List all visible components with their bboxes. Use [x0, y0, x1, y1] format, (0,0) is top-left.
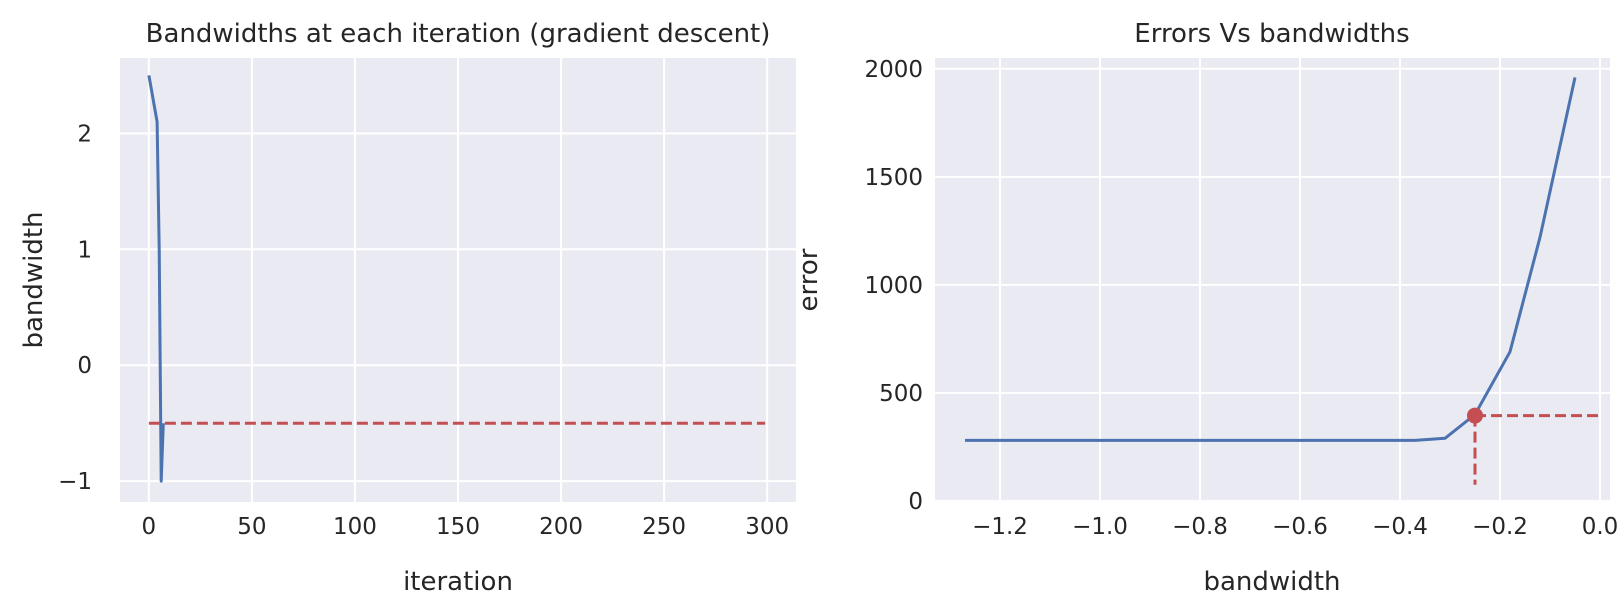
tick-labels: −1.2 −1.0 −0.8 −0.6 −0.4 −0.2 0.0 2000 1500 1000 5… — [864, 57, 1618, 540]
x-tick-label: −0.4 — [1372, 514, 1428, 540]
x-axis-label: bandwidth — [1203, 567, 1340, 597]
series-layer — [147, 75, 766, 483]
x-tick-label: 250 — [642, 514, 686, 540]
y-tick-label: 1 — [77, 237, 92, 263]
chart-bandwidths-per-iteration: 0 50 100 150 200 250 300 2 1 0 −1 Bandwidths at ea… — [19, 19, 796, 597]
x-tick-label: −0.2 — [1472, 514, 1528, 540]
x-tick-label: 0 — [142, 514, 157, 540]
series-layer — [965, 77, 1600, 485]
series-line — [965, 77, 1577, 442]
grid — [935, 58, 1610, 502]
x-axis-label: iteration — [403, 567, 513, 597]
y-axis-label: bandwidth — [19, 211, 49, 348]
y-tick-label: 0 — [77, 353, 92, 379]
chart-errors-vs-bandwidths: −1.2 −1.0 −0.8 −0.6 −0.4 −0.2 0.0 2000 1500 1000 5… — [794, 19, 1618, 597]
x-tick-label: −1.2 — [972, 514, 1028, 540]
y-tick-label: −1 — [58, 469, 92, 495]
x-tick-label: 150 — [436, 514, 480, 540]
x-tick-label: −0.6 — [1272, 514, 1328, 540]
x-tick-label: 100 — [333, 514, 377, 540]
x-tick-label: 50 — [237, 514, 266, 540]
y-tick-label: 1000 — [864, 273, 923, 299]
chart-title: Bandwidths at each iteration (gradient d… — [146, 19, 771, 49]
x-tick-label: 300 — [745, 514, 789, 540]
y-tick-label: 500 — [879, 381, 923, 407]
plot-area — [935, 58, 1610, 502]
x-tick-label: 200 — [539, 514, 583, 540]
y-tick-label: 1500 — [864, 165, 923, 191]
x-tick-label: −0.8 — [1172, 514, 1228, 540]
y-tick-label: 0 — [908, 489, 923, 515]
chart-title: Errors Vs bandwidths — [1134, 19, 1409, 49]
x-tick-label: −1.0 — [1072, 514, 1128, 540]
series-line — [147, 75, 165, 483]
y-axis-label: error — [794, 248, 824, 311]
optimum-marker — [1467, 407, 1483, 424]
tick-labels: 0 50 100 150 200 250 300 2 1 0 −1 — [58, 121, 789, 540]
y-tick-label: 2000 — [864, 57, 923, 83]
y-tick-label: 2 — [77, 121, 92, 147]
grid — [120, 58, 796, 502]
x-tick-label: 0.0 — [1582, 514, 1619, 540]
